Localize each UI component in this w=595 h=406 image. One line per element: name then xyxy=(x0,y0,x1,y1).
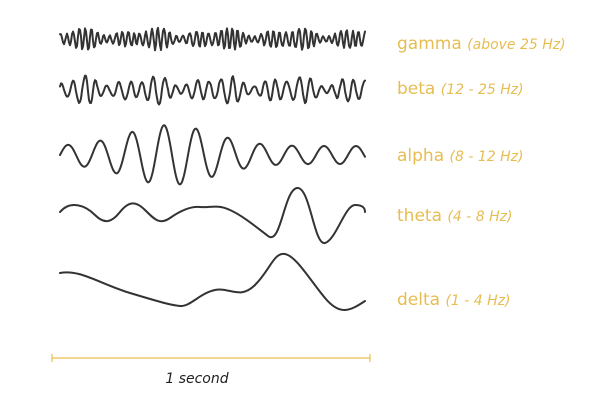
beta-wave xyxy=(59,74,366,106)
wave-label: beta (12 - 25 Hz) xyxy=(397,79,524,99)
delta-wave xyxy=(59,252,366,311)
wave-name: beta xyxy=(397,79,435,99)
scale-label: 1 second xyxy=(165,371,228,387)
wave-label: delta (1 - 4 Hz) xyxy=(397,290,511,310)
theta-wave xyxy=(59,187,366,244)
alpha-wave xyxy=(59,124,366,186)
wave-range: (4 - 8 Hz) xyxy=(447,209,512,225)
wave-label: theta (4 - 8 Hz) xyxy=(397,206,512,226)
wave-label: gamma (above 25 Hz) xyxy=(397,34,566,54)
scale-bar xyxy=(51,354,371,362)
wave-range: (1 - 4 Hz) xyxy=(445,293,510,309)
wave-range: (8 - 12 Hz) xyxy=(450,149,524,165)
wave-range: (above 25 Hz) xyxy=(467,37,565,53)
wave-name: theta xyxy=(397,206,442,226)
wave-name: delta xyxy=(397,290,440,310)
gamma-wave xyxy=(59,26,366,52)
wave-range: (12 - 25 Hz) xyxy=(441,82,524,98)
wave-label: alpha (8 - 12 Hz) xyxy=(397,146,523,166)
wave-name: gamma xyxy=(397,34,462,54)
wave-name: alpha xyxy=(397,146,444,166)
